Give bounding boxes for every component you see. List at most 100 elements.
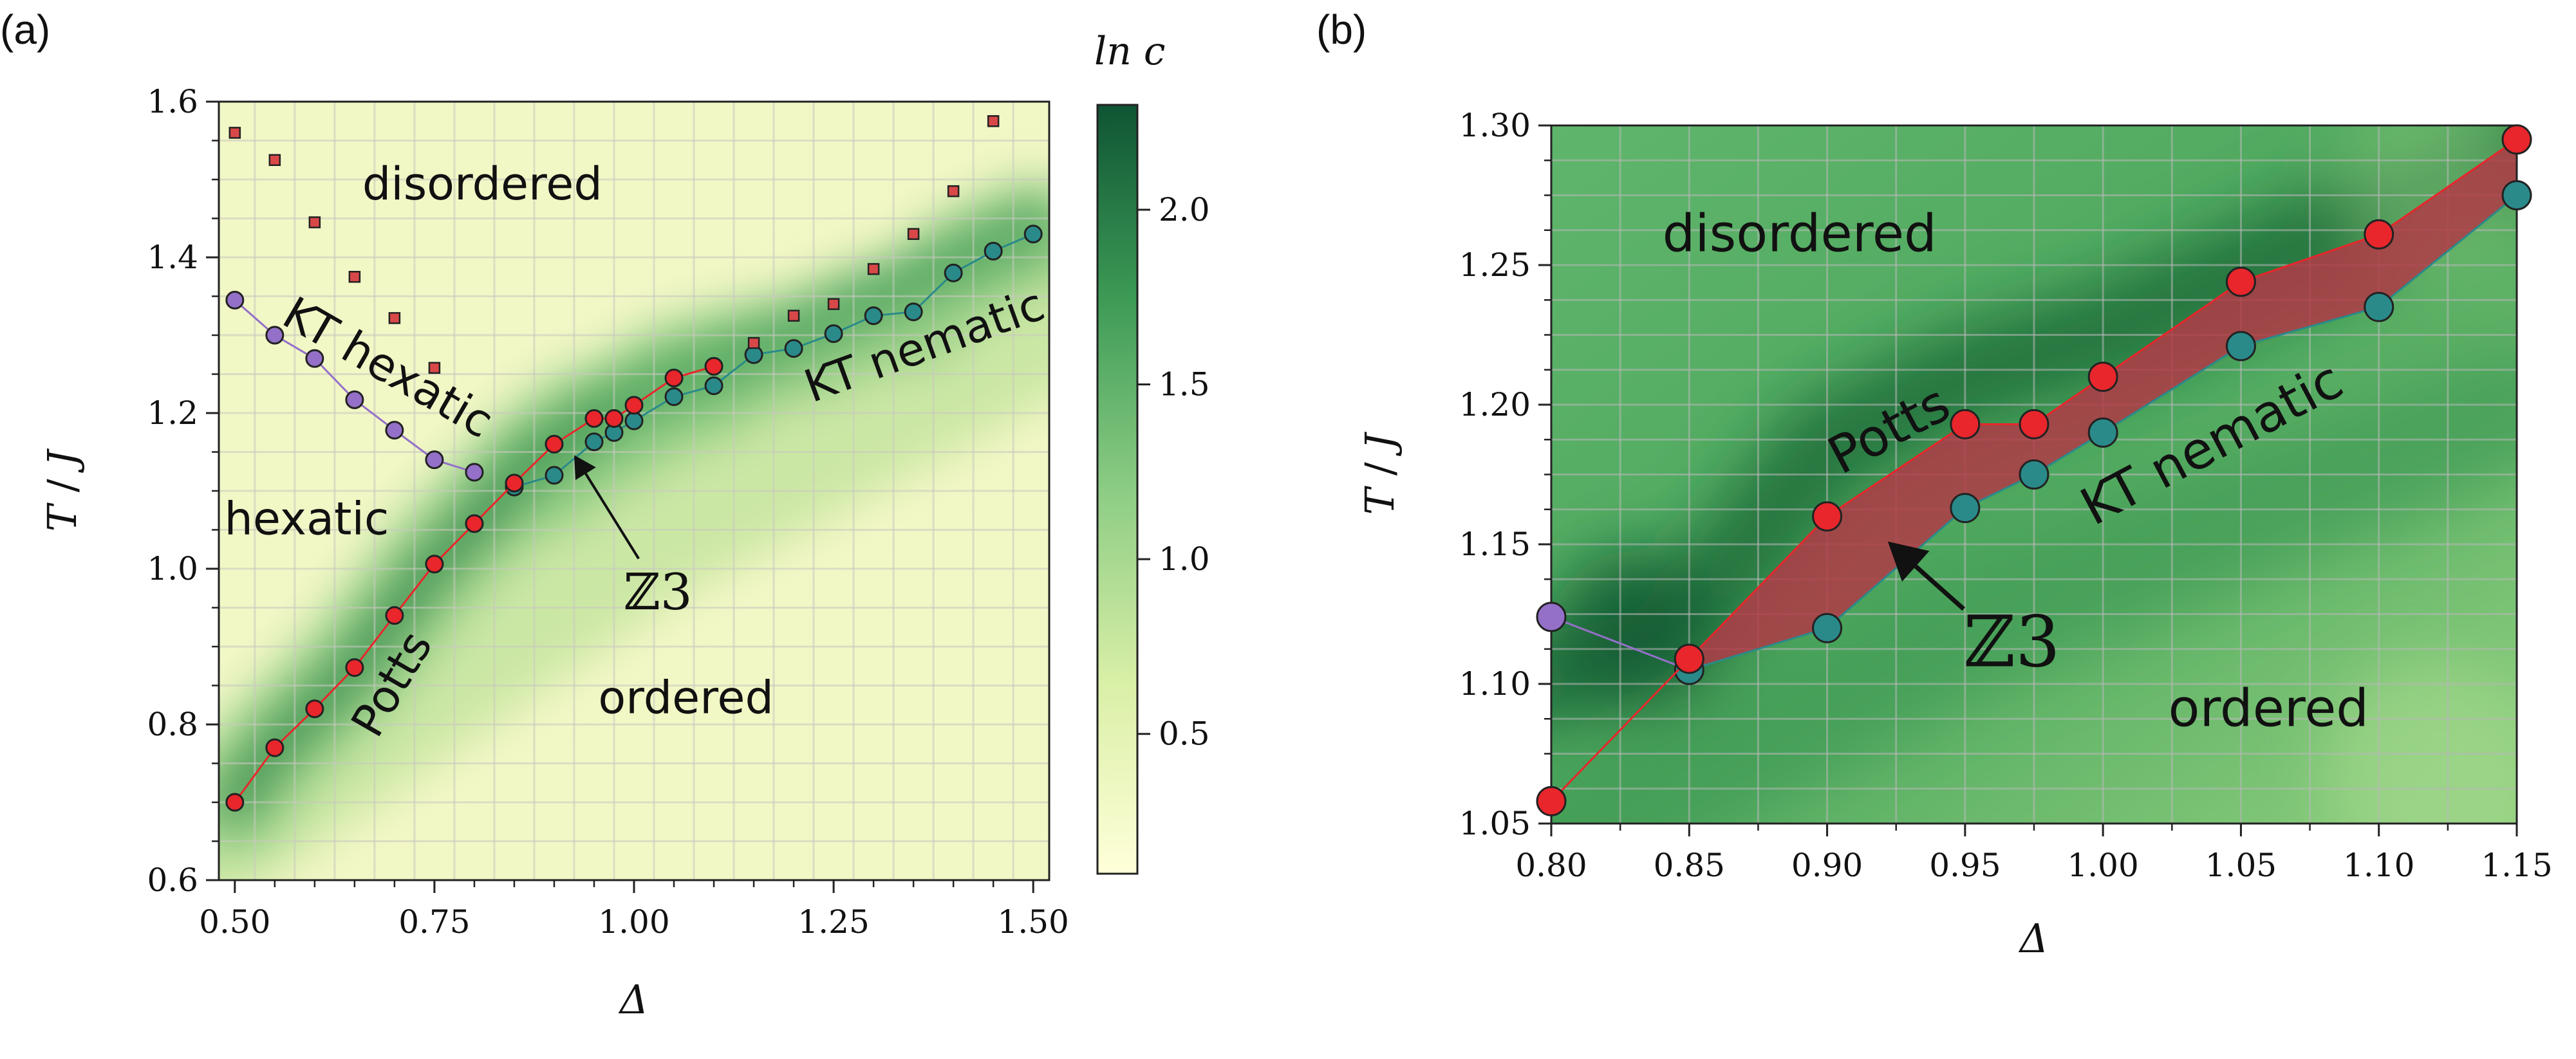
heat-light-spot (2324, 658, 2517, 824)
series-point (1536, 786, 1567, 816)
z3-label: ℤ3 (624, 564, 693, 622)
square-marker (987, 115, 1000, 127)
region-label: ordered (598, 672, 774, 724)
series-point (1674, 643, 1704, 674)
square-marker (867, 262, 880, 275)
square-marker (747, 336, 760, 349)
series-point (345, 390, 364, 409)
y-tick-label: 1.4 (147, 239, 198, 276)
series-point (425, 450, 444, 470)
square-marker (907, 228, 920, 240)
colorbar-tick-label: 2.0 (1159, 191, 1210, 228)
panel-b: (b) 0.80 0.85 0.90 0.95 1.00 1.05 1.10 1.15 1.05… (1316, 6, 2553, 962)
panel-b-axes: 0.80 0.85 0.90 0.95 1.00 1.05 1.10 1.15 1.05 1.10… (1459, 107, 2553, 884)
x-tick-label: 1.00 (598, 903, 669, 941)
x-tick-label: 0.80 (1515, 847, 1587, 884)
series-point (984, 241, 1003, 261)
region-label: disordered (1663, 204, 1937, 264)
series-point (584, 409, 604, 428)
series-point (2364, 291, 2394, 322)
square-marker (428, 362, 441, 374)
square-marker (787, 309, 800, 322)
colorbar-tick-label: 1.5 (1159, 366, 1210, 403)
colorbar-title: ln c (1094, 29, 1166, 74)
x-tick-label: 1.15 (2481, 847, 2552, 884)
series-point (305, 699, 324, 719)
square-marker (388, 312, 401, 324)
panel-b-series (1536, 124, 2532, 816)
z3-band-area (1689, 139, 2517, 670)
series-point (1950, 493, 1981, 524)
series-point (465, 463, 484, 482)
x-tick-label: 0.50 (199, 903, 270, 941)
series-point (2364, 219, 2394, 250)
series-point (944, 263, 963, 282)
series-point (425, 555, 444, 574)
y-tick-label: 1.10 (1459, 665, 1531, 703)
heat-dark-spot (1556, 551, 1712, 706)
x-tick-label: 1.25 (798, 903, 869, 941)
series-point (904, 302, 923, 322)
panel-a-y-axis-label: T / J (39, 448, 86, 532)
square-marker (827, 298, 840, 310)
series-point (604, 409, 624, 428)
x-tick-label: 0.90 (1791, 847, 1863, 884)
y-tick-label: 0.8 (147, 706, 198, 743)
series-point (265, 326, 285, 345)
series-point (1812, 612, 1843, 643)
series-point (2501, 124, 2532, 155)
colorbar (1096, 104, 1139, 875)
panel-a: (a) 0.50 0.75 1.00 1.25 1.50 0.6 0.8 1.0 1.2 1.4 1… (0, 6, 1210, 1023)
series-point (345, 658, 364, 677)
series-point (864, 306, 883, 326)
series-point (704, 376, 723, 396)
panel-b-y-axis-label: T / J (1356, 432, 1403, 515)
y-tick-label: 1.0 (147, 550, 198, 587)
colorbar-ticks: 0.5 1.0 1.5 2.0 (1137, 191, 1210, 753)
series-point (2087, 362, 2118, 392)
z3-arrow-head (574, 455, 596, 481)
y-tick-label: 1.25 (1459, 246, 1531, 284)
series-point (385, 606, 404, 625)
series-point (664, 369, 684, 388)
y-tick-label: 1.15 (1459, 526, 1531, 563)
series-point (1023, 225, 1043, 244)
y-tick-label: 0.6 (147, 861, 198, 899)
hexatic-connector (1551, 616, 1690, 671)
z3-arrow-head (1887, 541, 1930, 582)
x-tick-label: 1.10 (2343, 847, 2414, 884)
x-tick-label: 1.00 (2067, 847, 2138, 884)
series-point (2019, 459, 2049, 490)
series-point (824, 324, 843, 344)
panel-b-z3-band (1689, 139, 2517, 670)
series-point (624, 411, 644, 430)
series-point (225, 291, 245, 310)
z3-arrow-shaft (1914, 564, 1966, 611)
region-label: hexatic (224, 492, 389, 545)
square-marker (229, 127, 241, 139)
series-point (624, 396, 644, 415)
series-point (265, 738, 285, 757)
y-tick-label: 1.20 (1459, 386, 1531, 423)
series-point (1536, 602, 1567, 632)
series-point (1812, 501, 1843, 532)
panel-a-series (225, 115, 1043, 812)
series-point (225, 793, 245, 812)
series-point (305, 349, 324, 368)
x-tick-label: 0.95 (1929, 847, 2001, 884)
series-point (545, 434, 564, 454)
panel-a-grid (219, 102, 1049, 880)
square-marker (308, 216, 321, 228)
panel-a-label: (a) (0, 6, 50, 53)
series-point (2087, 417, 2118, 448)
series-point (664, 387, 684, 407)
series-point (1950, 409, 1981, 439)
series-point (545, 466, 564, 485)
series-point (2225, 266, 2256, 297)
colorbar-tick-label: 1.0 (1159, 540, 1210, 578)
series-point (2019, 409, 2049, 439)
series-point (2501, 180, 2532, 210)
series-point (465, 514, 484, 533)
series-line (1688, 194, 2517, 671)
